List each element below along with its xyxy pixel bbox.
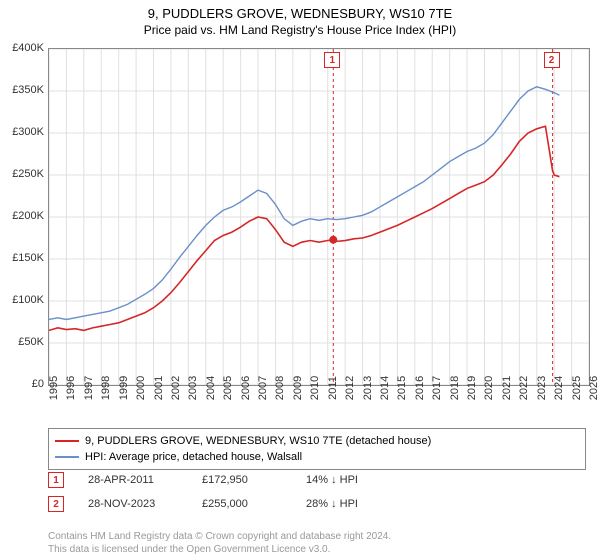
x-tick-label: 2018 <box>449 376 461 400</box>
x-tick-label: 2004 <box>205 376 217 400</box>
x-tick-label: 2002 <box>170 376 182 400</box>
x-tick-label: 2023 <box>536 376 548 400</box>
x-tick-label: 2003 <box>187 376 199 400</box>
x-tick-label: 1997 <box>83 376 95 400</box>
legend-item: 9, PUDDLERS GROVE, WEDNESBURY, WS10 7TE … <box>55 433 579 449</box>
x-tick-label: 1999 <box>118 376 130 400</box>
legend-item: HPI: Average price, detached house, Wals… <box>55 449 579 465</box>
x-tick-label: 1998 <box>100 376 112 400</box>
x-tick-label: 2013 <box>362 376 374 400</box>
attribution-line: This data is licensed under the Open Gov… <box>48 543 588 556</box>
legend-label: HPI: Average price, detached house, Wals… <box>85 451 302 463</box>
marker-badge: 2 <box>48 496 64 512</box>
y-tick-label: £50K <box>18 336 44 348</box>
x-tick-label: 2000 <box>135 376 147 400</box>
x-tick-label: 2005 <box>222 376 234 400</box>
y-tick-label: £0 <box>32 378 44 390</box>
y-tick-label: £150K <box>12 252 44 264</box>
x-tick-label: 1995 <box>48 376 60 400</box>
y-tick-label: £400K <box>12 42 44 54</box>
y-tick-label: £100K <box>12 294 44 306</box>
marker-date: 28-NOV-2023 <box>88 498 178 510</box>
x-tick-label: 1996 <box>65 376 77 400</box>
chart-marker-badge: 2 <box>544 52 560 68</box>
x-tick-label: 2025 <box>571 376 583 400</box>
y-tick-label: £350K <box>12 84 44 96</box>
x-tick-label: 2009 <box>292 376 304 400</box>
x-tick-label: 2020 <box>483 376 495 400</box>
marker-delta: 14% ↓ HPI <box>306 474 358 486</box>
y-tick-label: £250K <box>12 168 44 180</box>
x-tick-label: 2017 <box>431 376 443 400</box>
x-tick-label: 2016 <box>414 376 426 400</box>
x-tick-label: 2021 <box>501 376 513 400</box>
x-tick-label: 2011 <box>327 376 339 400</box>
marker-date: 28-APR-2011 <box>88 474 178 486</box>
marker-detail-row: 2 28-NOV-2023 £255,000 28% ↓ HPI <box>48 496 588 512</box>
chart-marker-badge: 1 <box>324 52 340 68</box>
legend: 9, PUDDLERS GROVE, WEDNESBURY, WS10 7TE … <box>48 428 586 470</box>
y-tick-label: £200K <box>12 210 44 222</box>
chart-subtitle: Price paid vs. HM Land Registry's House … <box>0 21 600 37</box>
marker-delta: 28% ↓ HPI <box>306 498 358 510</box>
x-tick-label: 2006 <box>240 376 252 400</box>
x-tick-label: 2019 <box>466 376 478 400</box>
legend-swatch <box>55 456 79 458</box>
attribution-line: Contains HM Land Registry data © Crown c… <box>48 530 588 543</box>
chart-container: 9, PUDDLERS GROVE, WEDNESBURY, WS10 7TE … <box>0 0 600 560</box>
marker-price: £255,000 <box>202 498 282 510</box>
x-tick-label: 2015 <box>396 376 408 400</box>
marker-badge: 1 <box>48 472 64 488</box>
chart-svg <box>49 49 589 385</box>
x-tick-label: 2024 <box>553 376 565 400</box>
attribution: Contains HM Land Registry data © Crown c… <box>48 530 588 556</box>
x-tick-label: 2010 <box>309 376 321 400</box>
x-tick-label: 2012 <box>344 376 356 400</box>
chart-plot-area <box>48 48 590 386</box>
x-tick-label: 2014 <box>379 376 391 400</box>
x-tick-label: 2022 <box>518 376 530 400</box>
marker-detail-row: 1 28-APR-2011 £172,950 14% ↓ HPI <box>48 472 588 488</box>
marker-price: £172,950 <box>202 474 282 486</box>
legend-swatch <box>55 440 79 442</box>
chart-title: 9, PUDDLERS GROVE, WEDNESBURY, WS10 7TE <box>0 0 600 21</box>
x-tick-label: 2008 <box>274 376 286 400</box>
x-tick-label: 2007 <box>257 376 269 400</box>
y-tick-label: £300K <box>12 126 44 138</box>
legend-label: 9, PUDDLERS GROVE, WEDNESBURY, WS10 7TE … <box>85 435 431 447</box>
x-tick-label: 2026 <box>588 376 600 400</box>
x-tick-label: 2001 <box>153 376 165 400</box>
